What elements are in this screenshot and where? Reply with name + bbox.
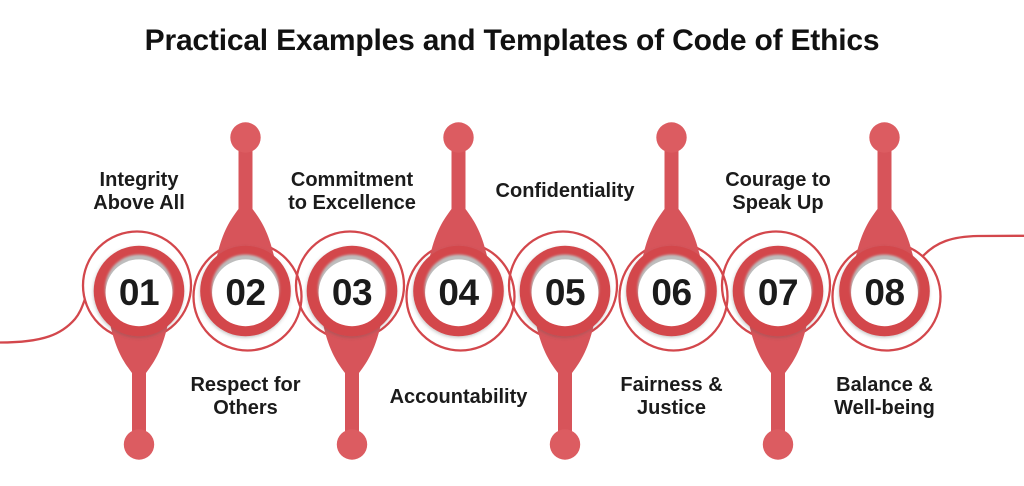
item-label-02: Respect for Others [190,374,301,419]
item-label-06: Fairness & Justice [620,374,723,419]
node-face [105,259,173,327]
node-number: 03 [332,272,372,313]
teardrop-dot [336,429,368,460]
node-group-01: 01 [93,245,185,460]
teardrop-dot [549,429,581,460]
teardrop-stem [109,319,169,438]
node-group-03: 03 [306,245,398,460]
teardrop-stem [535,319,595,438]
node-number: 04 [438,272,479,313]
teardrop-stem [322,319,382,438]
node-number: 08 [864,272,904,313]
teardrop-dot [869,122,900,153]
node-group-04: 04 [413,122,504,337]
page-title: Practical Examples and Templates of Code… [144,24,880,57]
node-group-07: 07 [732,245,824,460]
node-number: 01 [119,272,159,313]
node-group-02: 02 [200,122,291,337]
item-label-07: Courage to Speak Up [725,168,831,214]
node-face [744,259,812,327]
teardrop-stem [748,319,808,438]
teardrop-stem [854,144,915,263]
teardrop-dot [230,122,261,153]
teardrop-dot [123,429,155,460]
node-face [531,259,599,327]
node-face [851,259,918,327]
item-label-04: Accountability [389,385,528,408]
node-group-08: 08 [839,122,930,337]
node-number: 05 [545,272,585,313]
teardrop-dot [443,122,474,153]
node-face [425,259,492,327]
node-number: 02 [225,272,265,313]
node-face [638,259,705,327]
node-face [318,259,386,327]
node-group-05: 05 [519,245,611,460]
teardrop-dot [762,429,794,460]
teardrop-stem [215,144,276,263]
item-label-01: Integrity Above All [93,168,185,214]
item-label-08: Balance & Well-being [834,374,935,419]
connector-entry-curve [0,298,87,344]
item-label-05: Confidentiality [495,180,635,202]
item-label-03: Commitment to Excellence [288,168,416,214]
teardrop-dot [656,122,687,153]
teardrop-stem [428,144,489,263]
teardrop-stem [641,144,702,263]
node-number: 06 [651,272,691,313]
node-number: 07 [758,272,798,313]
connector-exit-curve [921,234,1024,258]
node-group-06: 06 [626,122,717,337]
node-face [212,259,279,327]
